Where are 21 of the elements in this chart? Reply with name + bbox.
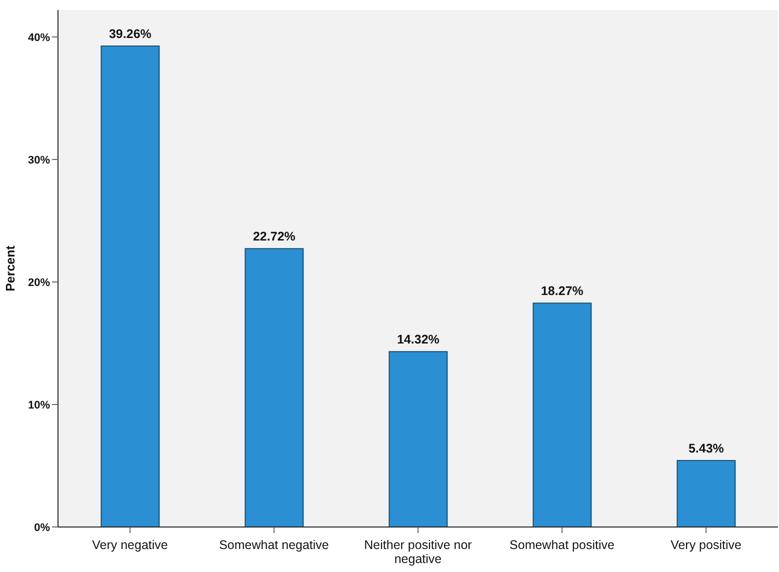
y-tick-label: 20% [28,276,50,289]
data-label: 14.32% [396,332,440,347]
x-tick-label: Somewhat negative [219,538,329,552]
y-tick-label: 0% [34,522,50,534]
data-label: 18.27% [540,284,584,298]
y-tick-label: 10% [28,399,50,412]
x-tick-label: Very positive [670,538,742,552]
x-tick-label: Somewhat positive [510,538,614,552]
x-tick-label: Very negative [92,538,168,552]
bar [676,460,736,527]
data-label: 5.43% [688,441,724,456]
y-axis-title: Percent [3,244,18,292]
bar [532,302,592,527]
data-label: 39.26% [108,27,152,42]
x-tick-label: Neither positive nor negative [364,538,472,566]
data-label: 22.72% [252,230,296,244]
y-tick-label: 40% [28,32,50,44]
bar [388,351,448,527]
y-tick-label: 30% [28,154,50,166]
bar [244,248,304,527]
bar [100,46,160,527]
